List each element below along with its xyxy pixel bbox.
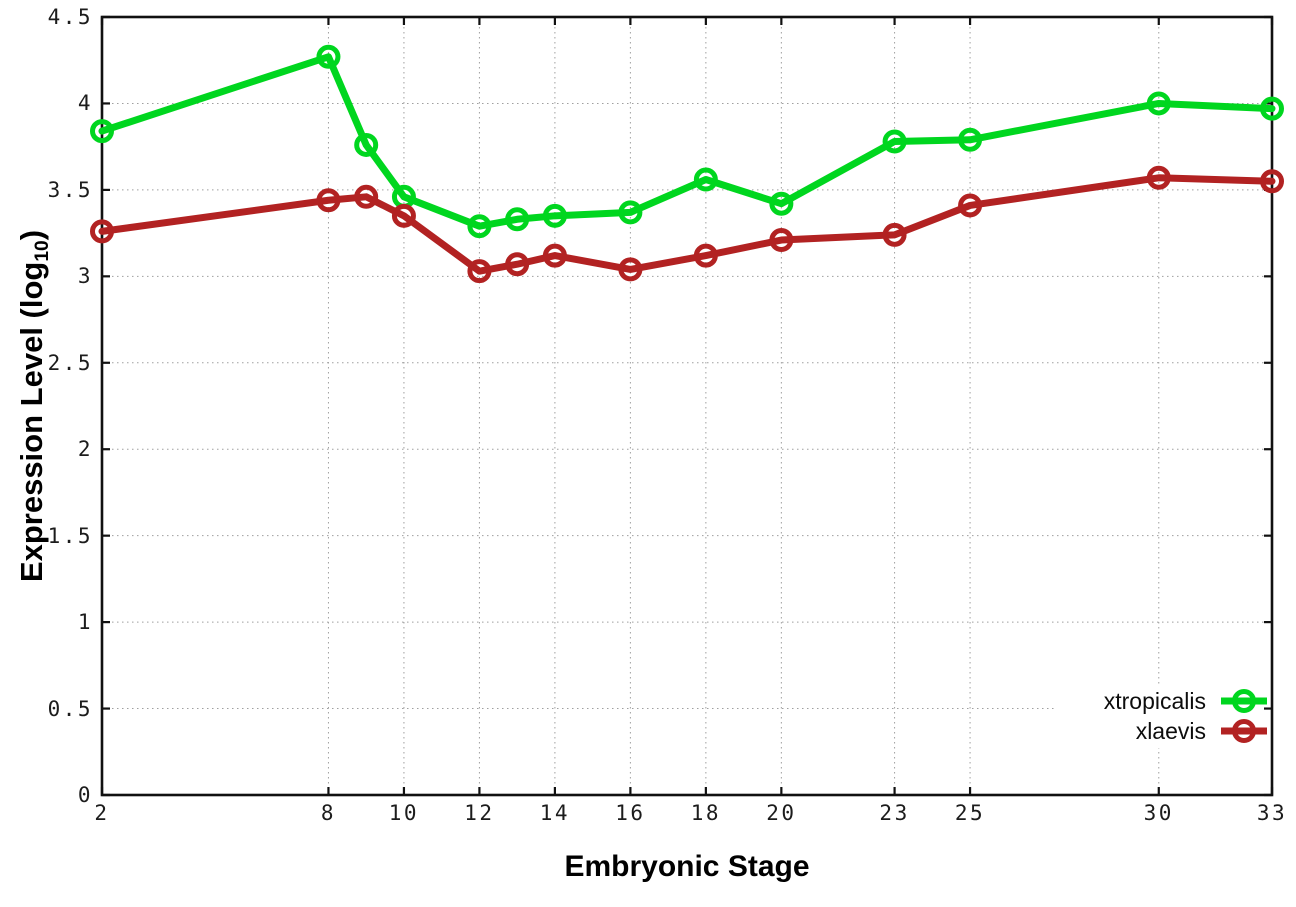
legend-backing bbox=[1056, 684, 1268, 748]
x-tick-label-2: 2 bbox=[94, 801, 110, 825]
data-point-xlaevis-stage-20 bbox=[769, 228, 794, 253]
grid-lines bbox=[101, 16, 1273, 796]
series-xlaevis-line bbox=[98, 174, 1276, 275]
data-point-xtropicalis-stage-2 bbox=[90, 119, 114, 144]
x-tick-label-30: 30 bbox=[1143, 801, 1174, 825]
x-tick-label-8: 8 bbox=[320, 801, 337, 825]
data-point-xtropicalis-stage-30 bbox=[1146, 91, 1171, 116]
data-point-xlaevis-stage-33 bbox=[1260, 169, 1284, 194]
data-point-xlaevis-stage-9 bbox=[354, 184, 379, 209]
y-tick-label-0.5: 0.5 bbox=[47, 696, 93, 721]
plot-border bbox=[100, 15, 1274, 797]
y-tick-label-2: 2 bbox=[77, 437, 93, 462]
data-point-xlaevis-stage-13 bbox=[505, 252, 530, 277]
y-tick-label-3.5: 3.5 bbox=[47, 177, 93, 202]
y-tick-label-1.5: 1.5 bbox=[47, 523, 93, 548]
data-point-xlaevis-stage-12 bbox=[467, 259, 492, 284]
data-point-xlaevis-stage-23 bbox=[882, 222, 907, 247]
y-tick-label-4.5: 4.5 bbox=[47, 5, 93, 29]
data-point-xtropicalis-stage-9 bbox=[354, 132, 379, 157]
data-point-xlaevis-stage-8 bbox=[316, 188, 341, 213]
x-tick-label-25: 25 bbox=[954, 801, 986, 825]
data-point-xtropicalis-stage-16 bbox=[618, 200, 643, 225]
legend-label-xtropicalis: xtropicalis bbox=[1103, 688, 1206, 714]
data-point-xtropicalis-stage-23 bbox=[882, 129, 907, 154]
x-tick-label-18: 18 bbox=[690, 801, 721, 825]
data-point-xlaevis-stage-2 bbox=[90, 219, 114, 244]
legend-label-xlaevis: xlaevis bbox=[1135, 718, 1206, 744]
y-tick-label-4: 4 bbox=[77, 91, 93, 116]
series-xlaevis bbox=[90, 165, 1284, 284]
data-point-xtropicalis-stage-8 bbox=[316, 44, 341, 69]
y-tick-label-0: 0 bbox=[77, 783, 93, 807]
x-tick-label-20: 20 bbox=[766, 801, 797, 825]
x-tick-label-23: 23 bbox=[879, 801, 910, 825]
series-xtropicalis-line bbox=[98, 53, 1276, 230]
y-axis-title-subscript: 10 bbox=[31, 240, 53, 262]
data-point-xtropicalis-stage-14 bbox=[542, 203, 567, 228]
data-point-xlaevis-stage-18 bbox=[693, 243, 718, 268]
data-point-xlaevis-stage-16 bbox=[618, 257, 643, 282]
data-point-xlaevis-stage-10 bbox=[391, 203, 416, 228]
y-axis-title: Expression Level (log10) bbox=[14, 146, 53, 666]
legend-sample-line-icon bbox=[1221, 689, 1267, 713]
data-point-xtropicalis-stage-33 bbox=[1260, 96, 1284, 121]
series-xtropicalis bbox=[90, 44, 1284, 239]
x-tick-label-33: 33 bbox=[1256, 801, 1288, 825]
data-point-xtropicalis-stage-12 bbox=[467, 214, 492, 239]
data-point-xtropicalis-stage-25 bbox=[958, 127, 983, 152]
data-point-xtropicalis-stage-18 bbox=[693, 167, 718, 192]
legend: xtropicalis xlaevis bbox=[1104, 686, 1270, 746]
y-axis-title-suffix: ) bbox=[14, 229, 49, 241]
data-point-xtropicalis-stage-13 bbox=[505, 207, 530, 232]
y-tick-label-3: 3 bbox=[77, 264, 93, 289]
legend-row-xtropicalis: xtropicalis bbox=[1104, 686, 1270, 716]
x-tick-label-14: 14 bbox=[539, 801, 571, 825]
y-tick-label-1: 1 bbox=[77, 610, 93, 635]
data-point-xlaevis-stage-30 bbox=[1146, 165, 1171, 190]
legend-sample-line-icon bbox=[1221, 719, 1267, 743]
x-tick-label-12: 12 bbox=[464, 801, 495, 825]
x-tick-label-10: 10 bbox=[388, 801, 420, 825]
data-point-xtropicalis-stage-20 bbox=[769, 191, 794, 216]
data-point-xlaevis-stage-14 bbox=[542, 243, 567, 268]
x-tick-label-16: 16 bbox=[615, 801, 646, 825]
x-axis-title: Embryonic Stage bbox=[564, 850, 810, 883]
legend-row-xlaevis: xlaevis bbox=[1136, 716, 1270, 746]
tick-marks bbox=[100, 15, 1274, 797]
data-point-xlaevis-stage-25 bbox=[958, 193, 983, 218]
y-tick-label-2.5: 2.5 bbox=[47, 350, 93, 375]
